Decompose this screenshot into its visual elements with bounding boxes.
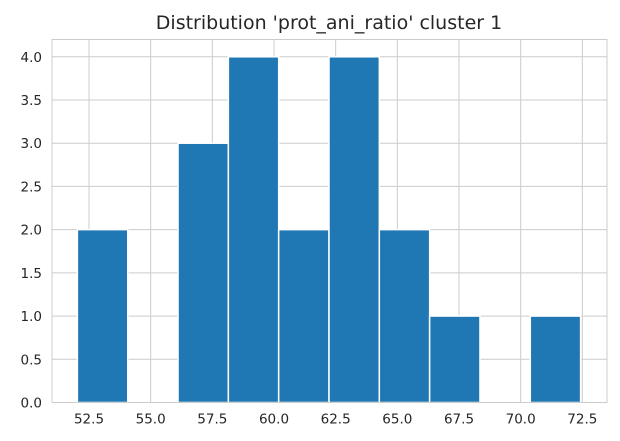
y-tick-label: 0.5 bbox=[21, 352, 42, 368]
histogram-bar bbox=[76, 228, 129, 404]
x-tick-label: 52.5 bbox=[74, 412, 104, 428]
x-tick-label: 55.0 bbox=[136, 412, 166, 428]
histogram-bar bbox=[328, 56, 381, 404]
y-tick-label: 3.0 bbox=[21, 136, 42, 152]
chart-title: Distribution 'prot_ani_ratio' cluster 1 bbox=[156, 12, 502, 34]
x-tick-label: 72.5 bbox=[567, 412, 597, 428]
histogram-bar bbox=[277, 228, 330, 404]
histogram-bar bbox=[378, 228, 431, 404]
x-tick-label: 60.0 bbox=[259, 412, 289, 428]
plot-frame bbox=[51, 39, 608, 403]
y-tick-label: 2.5 bbox=[21, 179, 42, 195]
x-tick-label: 57.5 bbox=[197, 412, 227, 428]
histogram-bar bbox=[428, 315, 481, 404]
x-axis-ticks: 52.5 55.0 57.5 60.0 62.5 65.0 67.5 70.0 72.5 bbox=[74, 412, 597, 428]
y-tick-label: 4.0 bbox=[21, 50, 42, 66]
y-tick-label: 0.0 bbox=[21, 396, 42, 412]
x-tick-label: 67.5 bbox=[444, 412, 474, 428]
y-tick-label: 1.5 bbox=[21, 266, 42, 282]
y-tick-label: 3.5 bbox=[21, 93, 42, 109]
histogram-bar bbox=[227, 56, 280, 404]
x-tick-label: 70.0 bbox=[506, 412, 536, 428]
bars-layer bbox=[76, 56, 582, 404]
histogram-bar bbox=[177, 142, 230, 404]
x-tick-label: 62.5 bbox=[321, 412, 351, 428]
y-tick-label: 2.0 bbox=[21, 223, 42, 239]
y-axis-ticks: 0.0 0.5 1.0 1.5 2.0 2.5 3.0 3.5 4.0 bbox=[21, 50, 42, 412]
histogram-bar bbox=[529, 315, 582, 404]
x-tick-label: 65.0 bbox=[382, 412, 412, 428]
y-tick-label: 1.0 bbox=[21, 309, 42, 325]
